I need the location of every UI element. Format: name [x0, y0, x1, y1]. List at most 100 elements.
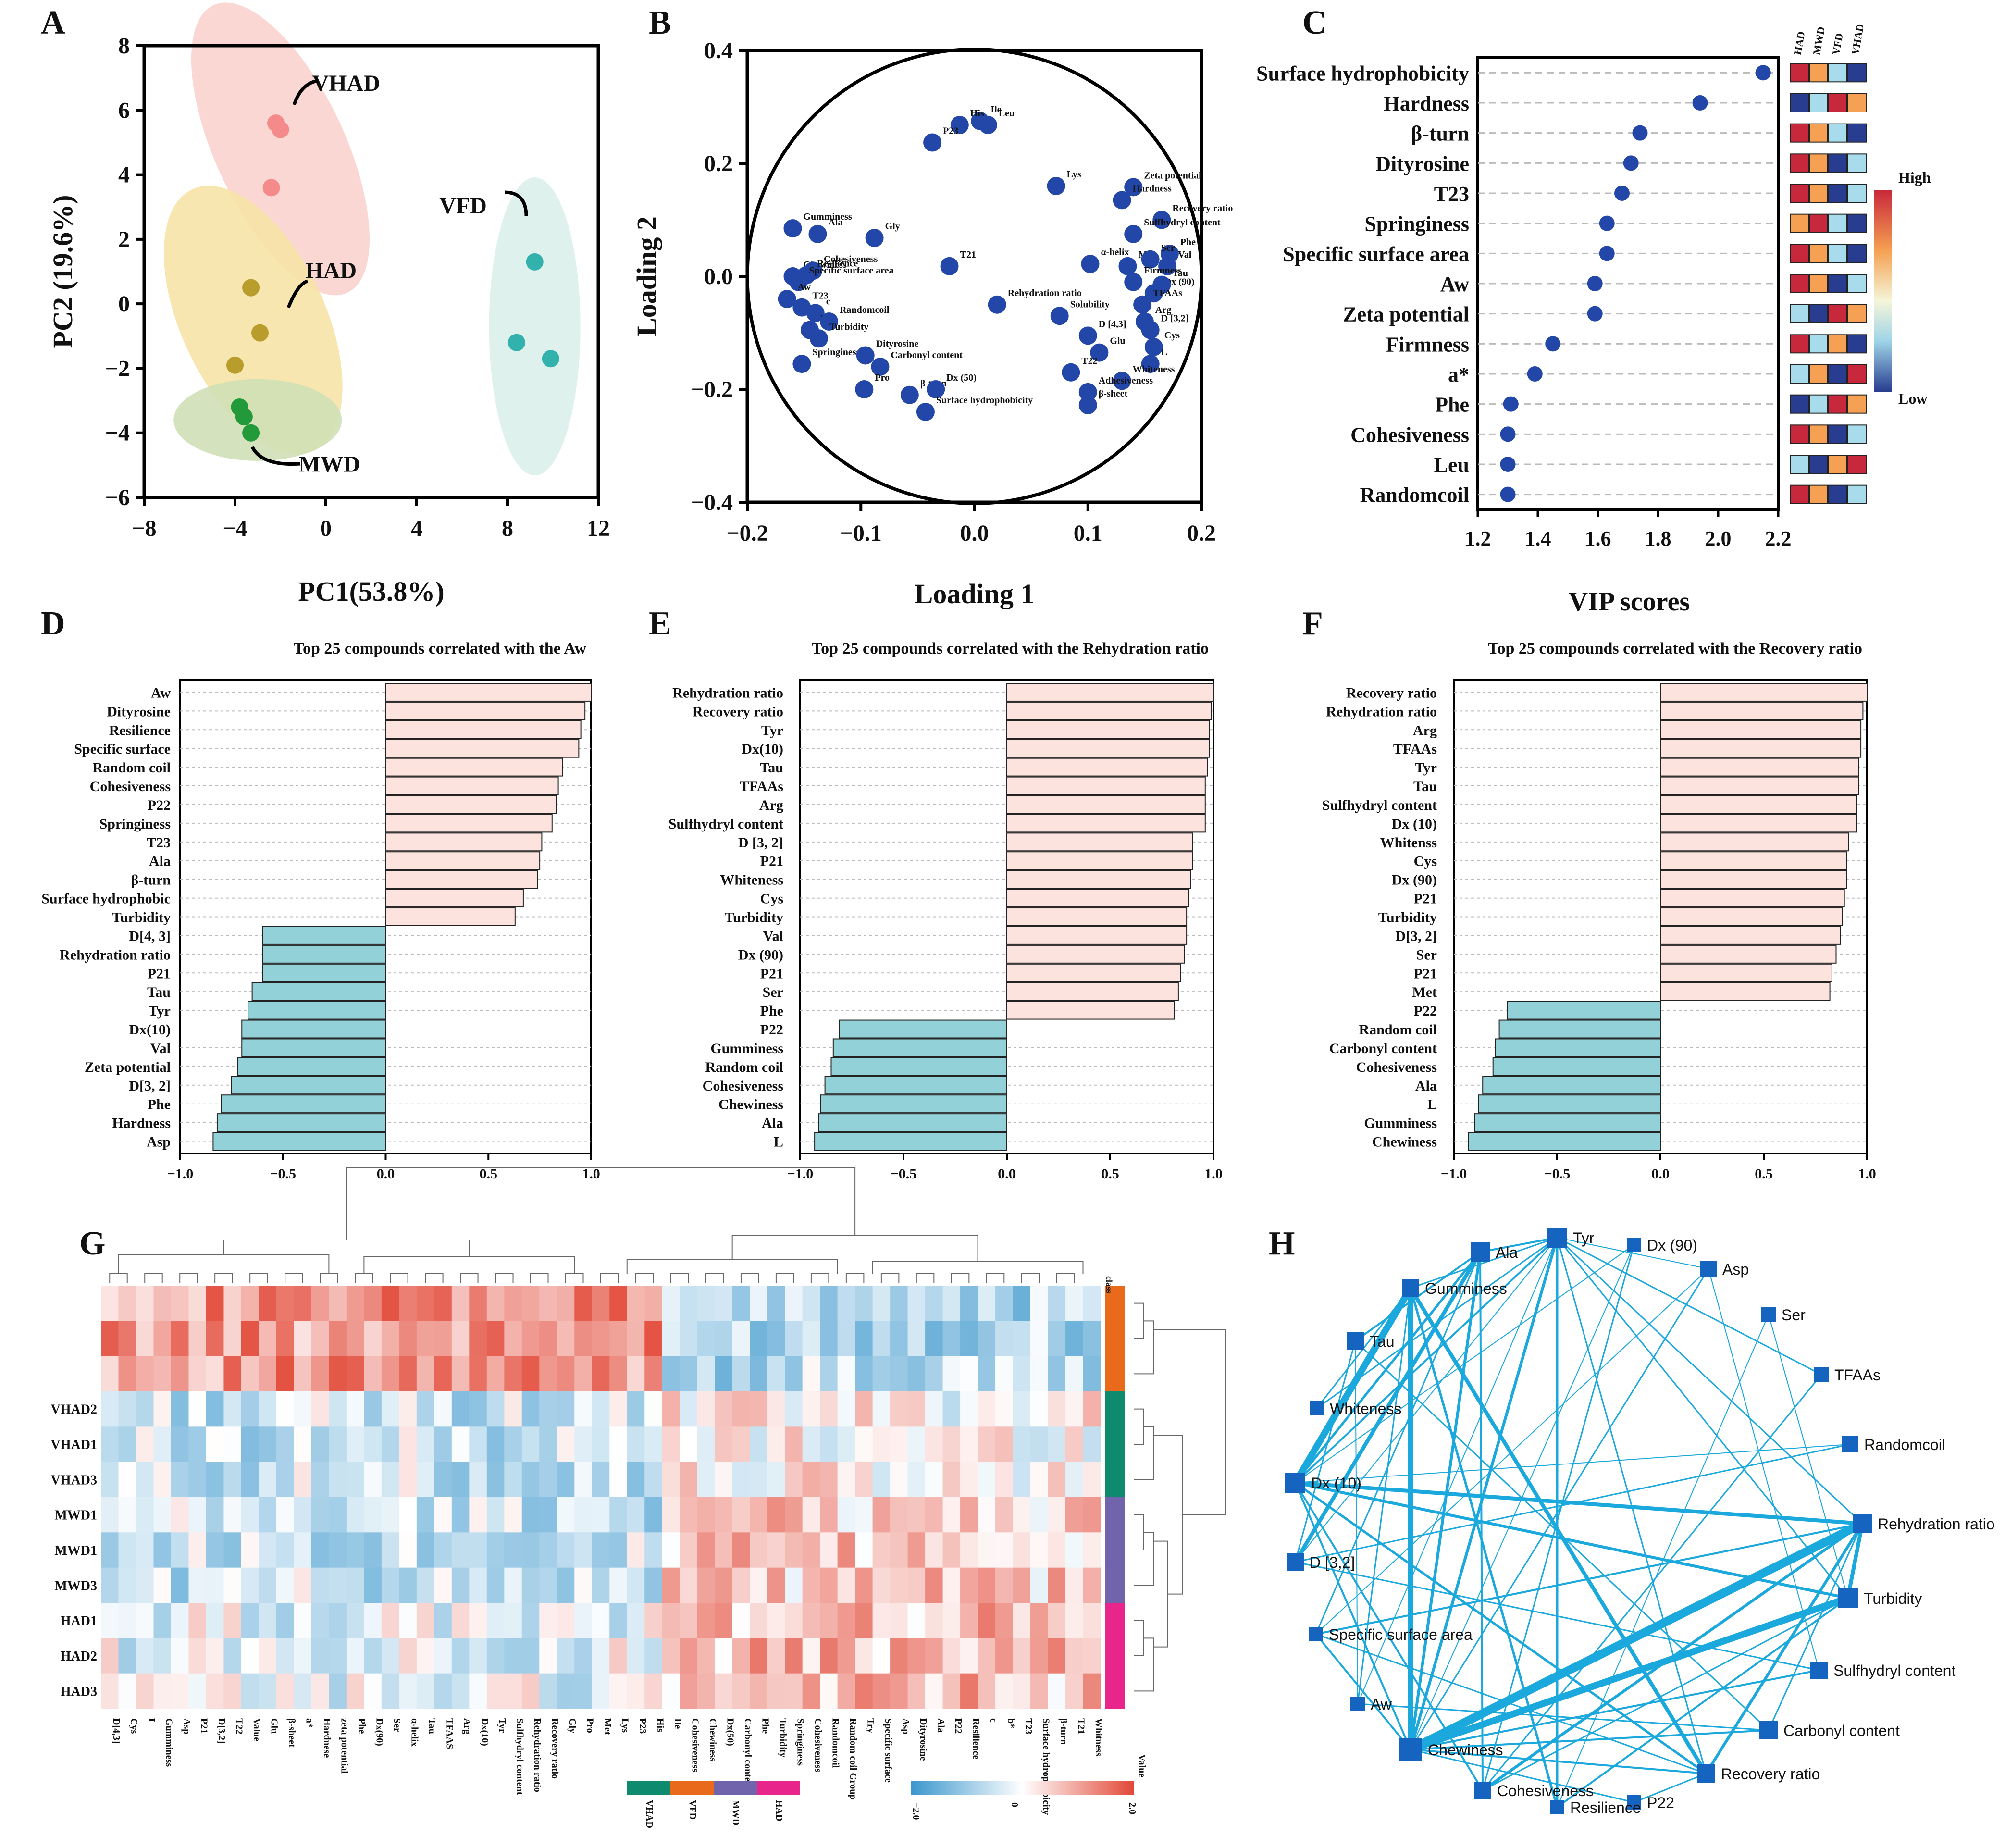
panel-letter-D: D [41, 605, 65, 642]
heatmap-column-label: T21 [1076, 1718, 1086, 1734]
bar-category-label: Gumminess [1364, 1116, 1437, 1131]
heatmap-cell [188, 1286, 207, 1321]
heatmap-cell [1030, 1532, 1049, 1568]
heatmap-cell [960, 1356, 978, 1392]
correlation-bar [1006, 795, 1206, 814]
heatmap-column-label: Dx(50) [725, 1718, 735, 1746]
heatmap-cell [1083, 1532, 1101, 1568]
network-node-label: Rehydration ratio [1878, 1515, 1995, 1533]
heatmap-cell [276, 1356, 294, 1392]
x-tick-label: 1.0 [1204, 1166, 1223, 1182]
heatmap-cell [820, 1567, 838, 1603]
heatmap-cell [294, 1426, 312, 1463]
heatmap-cell [644, 1391, 663, 1427]
heatmap-cell [1030, 1497, 1049, 1533]
heatmap-cell [609, 1391, 628, 1427]
heatmap-cell [978, 1356, 996, 1392]
heatmap-cell [451, 1356, 470, 1392]
bar-category-label: L [1427, 1097, 1437, 1113]
loading-point [1141, 250, 1160, 269]
bar-category-label: Specific surface [74, 741, 171, 757]
vip-point [1614, 186, 1630, 201]
x-tick-label: 1.0 [1858, 1166, 1876, 1182]
heatmap-cell [294, 1673, 312, 1709]
correlation-bar [1006, 739, 1210, 758]
heatmap-cell [627, 1532, 645, 1568]
correlation-bar [262, 963, 386, 982]
correlation-bar [1006, 926, 1188, 945]
heatmap-cell [609, 1603, 628, 1638]
bar-category-label: Cohesiveness [703, 1078, 783, 1094]
heatmap-cell [118, 1673, 136, 1709]
heatmap-cell [311, 1567, 329, 1603]
heatmap-cell [1013, 1391, 1031, 1427]
heatmap-cell [206, 1673, 224, 1709]
network-node [1347, 1332, 1364, 1350]
vip-category-label: Dityrosine [1375, 152, 1469, 175]
heatmap-cell [680, 1603, 698, 1638]
heatmap-cell [153, 1532, 172, 1568]
heatmap-cell [644, 1426, 663, 1463]
heatmap-cell [907, 1638, 926, 1674]
vip-point [1503, 396, 1519, 412]
heatmap-column-label: Phe [760, 1718, 770, 1734]
correlation-bar [818, 1113, 1007, 1132]
heatmap-cell [399, 1391, 417, 1427]
correlation-bar [241, 1038, 386, 1057]
heatmap-cell [416, 1462, 434, 1498]
heatmap-cell [241, 1356, 259, 1392]
heatmap-cell [1083, 1391, 1101, 1427]
heatmap-cell [241, 1426, 259, 1463]
heatmap-cell [767, 1321, 785, 1357]
heatmap-cell [434, 1321, 452, 1357]
group-level-cell [1828, 364, 1847, 384]
heatmap-column-label: T23 [1023, 1718, 1034, 1734]
heatmap-cell [294, 1603, 312, 1638]
loading-point-label: Glu [1110, 336, 1125, 347]
bar-category-label: Springiness [99, 816, 171, 832]
heatmap-cell [206, 1356, 224, 1392]
loading-point-label: Surface hydrophobicity [936, 395, 1033, 406]
panel-letter-C: C [1302, 4, 1327, 41]
heatmap-cell [399, 1356, 417, 1392]
loading-point [855, 380, 874, 398]
heatmap-cell [750, 1567, 768, 1603]
heatmap-column-label: Gly [567, 1718, 578, 1733]
network-node [1810, 1662, 1828, 1679]
group-level-cell [1847, 394, 1867, 414]
heatmap-cell [750, 1603, 768, 1638]
correlation-bar [1660, 776, 1859, 795]
heatmap-cell [504, 1356, 522, 1392]
heatmap-cell [574, 1603, 593, 1638]
heatmap-cell [697, 1286, 715, 1321]
heatmap-row-label: HAD3 [61, 1684, 97, 1699]
heatmap-cell [574, 1567, 593, 1603]
heatmap-cell [346, 1462, 364, 1498]
heatmap-cell [592, 1321, 610, 1357]
heatmap-cell [767, 1462, 785, 1498]
network-edge [1294, 1340, 1356, 1563]
heatmap-cell [294, 1638, 312, 1674]
network-node [1550, 1800, 1564, 1814]
heatmap-cell [346, 1673, 364, 1709]
heatmap-cell [241, 1603, 259, 1638]
heatmap-cell [644, 1286, 663, 1321]
loading-point-label: Recovery ratio [1172, 203, 1233, 214]
heatmap-cell [960, 1532, 978, 1568]
heatmap-cell [1065, 1567, 1084, 1603]
group-legend-swatch [714, 1781, 757, 1795]
heatmap-cell [942, 1286, 961, 1321]
heatmap-cell [153, 1426, 172, 1463]
heatmap-column-label: Resilience [970, 1718, 981, 1760]
heatmap-cell [276, 1286, 294, 1321]
loading-point-label: Ala [828, 217, 842, 228]
heatmap-cell [416, 1356, 434, 1392]
heatmap-cell [785, 1286, 803, 1321]
loading-point-label: Ser [1161, 243, 1175, 253]
network-edge [1294, 1481, 1849, 1600]
vip-point [1599, 215, 1615, 231]
network-edge [1293, 1481, 1864, 1526]
heatmap-cell [1048, 1638, 1066, 1674]
heatmap-column-label: Cohesiveness [690, 1718, 700, 1772]
heatmap-cell [259, 1603, 277, 1638]
